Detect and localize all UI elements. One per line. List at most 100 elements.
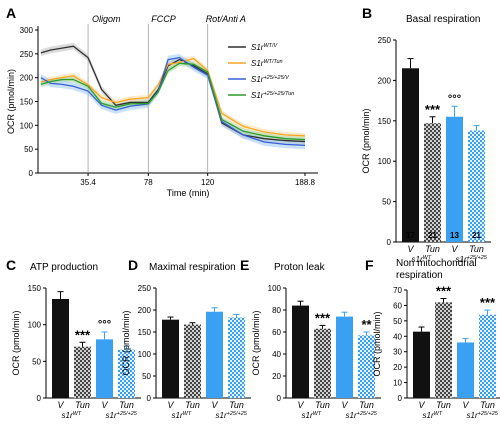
y-tick-label: 0 <box>277 394 282 403</box>
bar <box>457 342 474 398</box>
group-label: s1rWT <box>172 411 192 420</box>
category-label: V <box>211 400 218 410</box>
y-tick-label: 0 <box>398 394 403 403</box>
bar <box>52 299 69 398</box>
group-label: s1rWT <box>62 411 82 420</box>
category-label: V <box>407 244 414 254</box>
y-tick-label: 70 <box>393 286 402 295</box>
y-tick-label: 100 <box>20 121 34 130</box>
series-line <box>40 57 306 137</box>
y-tick-label: 30 <box>393 348 402 357</box>
series-line <box>40 62 306 141</box>
y-tick-label: 150 <box>20 98 34 107</box>
y-tick-label: 100 <box>378 157 392 166</box>
panel-c: C ATP production 0 50 100 150 OCR (pmol/min) V *… <box>6 257 141 420</box>
n-label: 13 <box>450 231 459 240</box>
category-label: Tun <box>75 400 90 410</box>
panel-b: B Basal respiration 0 50 100 150 200 250 OCR (pm… <box>361 5 491 264</box>
y-tick-label: 40 <box>393 332 402 341</box>
category-label: V <box>167 400 174 410</box>
y-axis-label: OCR (pmol/min) <box>121 310 131 375</box>
bar <box>228 317 245 398</box>
injection-label: Oligom <box>92 14 121 24</box>
group-label: s1r+25/+25 <box>346 411 378 420</box>
injection-label: Rot/Anti A <box>206 14 246 24</box>
y-tick-label: 60 <box>272 328 281 337</box>
group-label: s1rWT <box>302 411 322 420</box>
bar <box>446 116 463 242</box>
panel-e: E Proton leak 0 20 40 60 80 100 OCR (pmol/min) V *… <box>240 257 381 420</box>
bar <box>74 346 91 398</box>
legend-entry: S1rWT/V <box>251 43 279 52</box>
y-tick-label: 50 <box>382 198 391 207</box>
y-tick-label: 0 <box>29 169 34 178</box>
y-tick-label: 20 <box>272 372 281 381</box>
category-label: Tun <box>185 400 200 410</box>
bar <box>162 319 179 398</box>
panel-letter: D <box>128 257 138 273</box>
category-label: V <box>451 244 458 254</box>
panel-letter: E <box>240 257 249 273</box>
chart-title: respiration <box>396 270 443 281</box>
y-axis-label: OCR (pmol/min) <box>361 108 371 173</box>
significance-mark: *** <box>480 295 496 310</box>
injection-label: FCCP <box>151 14 176 24</box>
category-label: Tun <box>480 400 495 410</box>
y-tick-label: 40 <box>272 350 281 359</box>
x-axis-label: Time (min) <box>167 188 210 198</box>
bar <box>96 339 113 398</box>
bar <box>479 314 496 398</box>
category-label: Tun <box>359 400 374 410</box>
x-tick-label: 78 <box>144 178 153 187</box>
bar <box>468 130 485 242</box>
n-label: 21 <box>472 231 481 240</box>
y-tick-label: 100 <box>28 321 42 330</box>
category-label: Tun <box>436 400 451 410</box>
category-label: Tun <box>229 400 244 410</box>
panel-letter: C <box>6 257 16 273</box>
category-label: V <box>462 400 469 410</box>
group-label: s1r+25/+25 <box>216 411 248 420</box>
panel-letter: F <box>365 257 374 273</box>
y-tick-label: 200 <box>138 306 152 315</box>
y-tick-label: 300 <box>20 26 34 35</box>
chart-title: Non mitochondrial <box>396 258 477 269</box>
chart-title: Maximal respiration <box>149 262 236 273</box>
n-label: 17 <box>406 231 415 240</box>
bar <box>413 331 430 398</box>
y-tick-label: 50 <box>24 145 33 154</box>
y-tick-label: 50 <box>393 317 402 326</box>
category-label: Tun <box>425 244 440 254</box>
category-label: V <box>101 400 108 410</box>
y-tick-label: 150 <box>138 328 152 337</box>
chart-title: Proton leak <box>274 262 326 273</box>
group-label: s1rWT <box>423 411 443 420</box>
x-tick-label: 120 <box>201 178 215 187</box>
bar <box>336 316 353 398</box>
x-tick-label: 35.4 <box>80 178 96 187</box>
bar <box>184 324 201 398</box>
category-label: Tun <box>315 400 330 410</box>
bar <box>358 335 375 398</box>
panel-letter: A <box>6 5 16 21</box>
y-tick-label: 50 <box>142 372 151 381</box>
bar <box>292 305 309 398</box>
legend-entry: S1rWT/Tun <box>251 59 283 68</box>
panel-d: D Maximal respiration 0 50 100 150 200 250 OCR (… <box>121 257 251 420</box>
y-tick-label: 200 <box>378 76 392 85</box>
y-axis-label: OCR (pmol/min) <box>11 310 21 375</box>
y-axis-label: OCR (pmol/min) <box>251 310 261 375</box>
n-label: 21 <box>428 231 437 240</box>
panel-letter: B <box>362 5 372 21</box>
group-label: s1r+25/+25 <box>467 411 499 420</box>
y-tick-label: 150 <box>28 284 42 293</box>
y-tick-label: 80 <box>272 306 281 315</box>
x-tick-label: 188.8 <box>295 178 316 187</box>
significance-mark: ** <box>361 317 372 332</box>
category-label: Tun <box>469 244 484 254</box>
y-axis-label: OCR (pmol/min) <box>6 69 16 134</box>
y-tick-label: 100 <box>268 284 282 293</box>
significance-mark: °°° <box>98 319 111 331</box>
bar <box>424 123 441 242</box>
